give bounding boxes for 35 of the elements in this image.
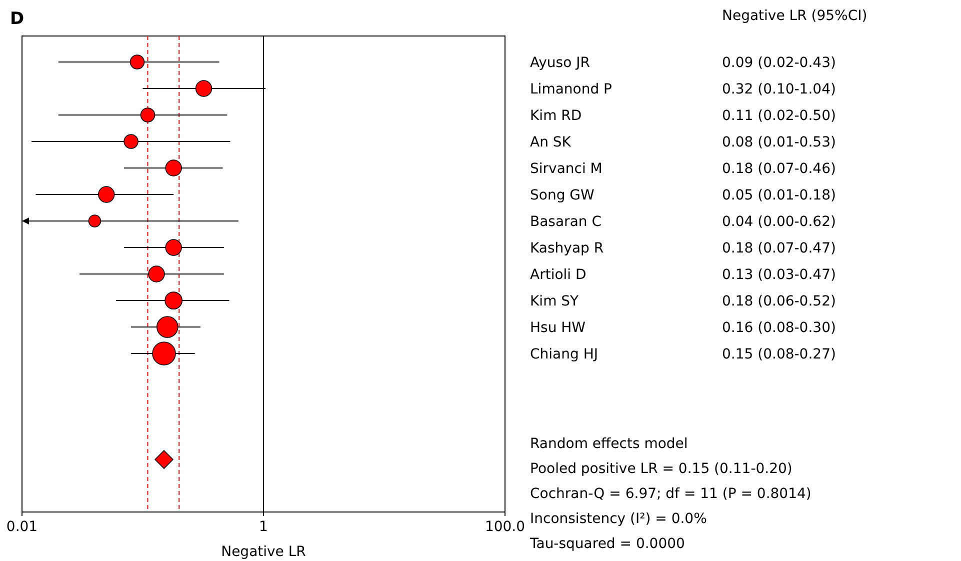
y-tick-label: Limanond P [530, 82, 612, 98]
y-tick-label: Chiang HJ [530, 346, 598, 362]
text: Negative LR (95%CI) [722, 8, 868, 24]
data-label: 0.11 (0.02-0.50) [722, 108, 836, 124]
text: Inconsistency (I²) = 0.0% [530, 511, 707, 527]
y-tick-label: An SK [530, 134, 572, 150]
y-tick-label: Kim RD [530, 108, 582, 124]
x-tick-label: 0.01 [6, 519, 38, 535]
x-tick-label: 100.0 [484, 519, 526, 535]
data-label: 0.13 (0.03-0.47) [722, 267, 836, 283]
data-label: 0.05 (0.01-0.18) [722, 188, 836, 204]
data-label: 0.04 (0.00-0.62) [722, 214, 836, 230]
text: Random effects model [530, 436, 688, 452]
y-tick-label: Artioli D [530, 267, 586, 283]
x-axis-title: Negative LR [221, 544, 306, 560]
data-label: 0.08 (0.01-0.53) [722, 134, 836, 150]
y-tick-label: Ayuso JR [530, 55, 590, 71]
data-label: 0.18 (0.07-0.47) [722, 240, 836, 256]
y-tick-label: Kashyap R [530, 240, 604, 256]
text: Pooled positive LR = 0.15 (0.11-0.20) [530, 461, 792, 477]
text: Tau-squared = 0.0000 [529, 536, 685, 552]
x-tick-label: 1 [259, 519, 268, 535]
y-tick-label: Kim SY [530, 294, 580, 310]
data-label: 0.15 (0.08-0.27) [722, 346, 836, 362]
y-tick-label: Sirvanci M [530, 161, 602, 177]
data-label: 0.18 (0.07-0.46) [722, 161, 836, 177]
data-label: 0.18 (0.06-0.52) [722, 294, 836, 310]
chart-title: D [10, 9, 24, 29]
y-tick-label: Song GW [530, 188, 595, 204]
data-label: 0.09 (0.02-0.43) [722, 55, 836, 71]
y-tick-label: Basaran C [530, 214, 602, 230]
data-label: 0.32 (0.10-1.04) [722, 82, 836, 98]
y-tick-label: Hsu HW [530, 320, 586, 336]
text: Cochran-Q = 6.97; df = 11 (P = 0.8014) [530, 486, 812, 502]
data-label: 0.16 (0.08-0.30) [722, 320, 836, 336]
